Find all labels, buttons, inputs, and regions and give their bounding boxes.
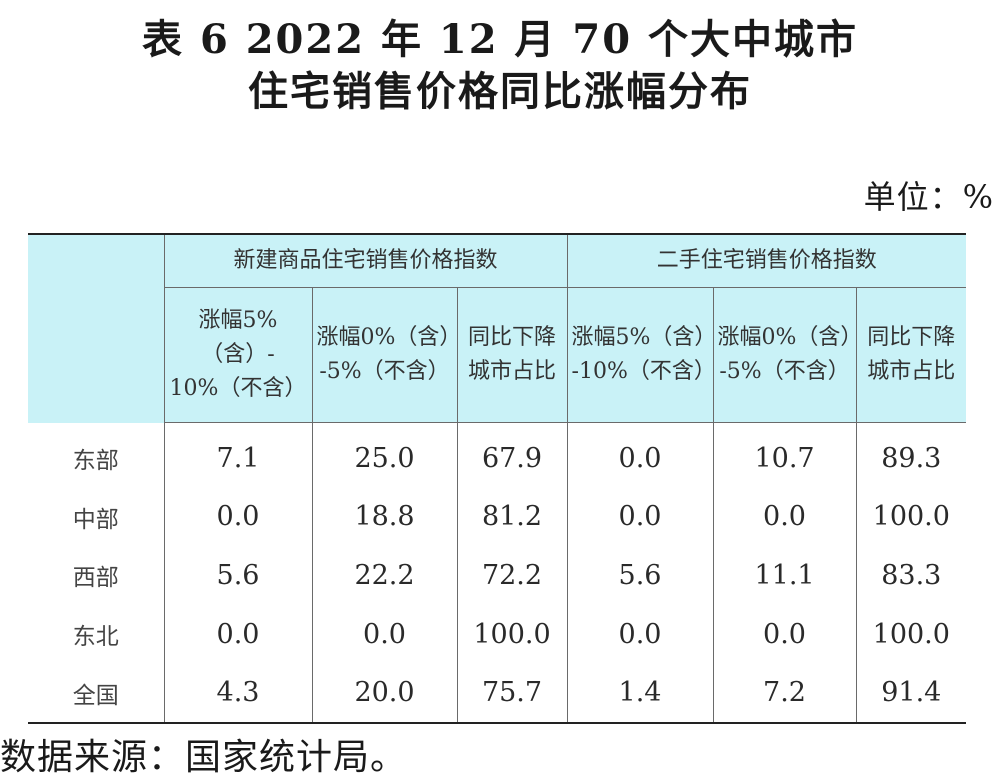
table-title-line1: 表 6 2022 年 12 月 70 个大中城市 [142, 16, 858, 63]
value-cell: 0.0 [163, 487, 312, 547]
value-cell: 0.0 [712, 487, 857, 547]
column-header: 涨幅0%（含） -5%（不含） [311, 287, 462, 423]
region-cell: 东部 [72, 448, 119, 475]
value-cell: 18.8 [311, 487, 457, 547]
value-cell: 0.0 [566, 487, 714, 547]
region-cell: 中部 [72, 506, 119, 533]
value-cell: 100.0 [855, 487, 967, 547]
price-distribution-table: 新建商品住宅销售价格指数 二手住宅销售价格指数 涨幅5%（含）- 10%（不含）涨… [28, 233, 967, 724]
table-row: 中部 0.0 18.8 81.2 0.0 0.0 100.0 [28, 487, 967, 547]
table-title-line2: 住宅销售价格同比涨幅分布 [248, 68, 752, 115]
value-cell: 5.6 [566, 546, 714, 605]
value-cell: 22.2 [311, 546, 457, 605]
column-header-line: -5%（不含） [719, 359, 850, 384]
value-cell: 72.2 [456, 546, 568, 605]
table-row: 全国 4.3 20.0 75.7 1.4 7.2 91.4 [28, 663, 967, 723]
column-header-line: -5%（不含） [319, 359, 450, 384]
table-row: 西部 5.6 22.2 72.2 5.6 11.1 83.3 [28, 546, 967, 605]
region-header-cell [28, 234, 164, 423]
region-cell: 西部 [72, 565, 119, 592]
value-cell: 81.2 [456, 487, 568, 547]
column-header-line: 涨幅0%（含） [717, 325, 863, 350]
value-cell: 1.4 [566, 663, 714, 723]
value-cell: 100.0 [855, 604, 967, 664]
value-cell: 67.9 [456, 422, 568, 488]
value-cell: 25.0 [311, 422, 457, 488]
value-cell: 83.3 [855, 546, 967, 605]
group-header-second-hand: 二手住宅销售价格指数 [566, 234, 967, 288]
group-header-new-homes: 新建商品住宅销售价格指数 [163, 234, 568, 288]
column-header-line: 城市占比 [468, 359, 557, 384]
column-header-line: 涨幅0%（含） [316, 325, 462, 350]
data-source-note: 数据来源：国家统计局。 [0, 737, 408, 778]
value-cell: 0.0 [566, 604, 714, 664]
value-cell: 0.0 [311, 604, 457, 664]
value-cell: 11.1 [712, 546, 857, 605]
column-header: 涨幅5%（含）- 10%（不含） [163, 287, 312, 423]
unit-label: 单位：% [863, 178, 994, 216]
value-cell: 20.0 [311, 663, 457, 723]
value-cell: 0.0 [712, 604, 857, 664]
value-cell: 91.4 [855, 663, 967, 723]
column-header-line: 涨幅5%（含）- [198, 308, 278, 367]
column-header: 涨幅0%（含） -5%（不含） [712, 287, 863, 423]
value-cell: 5.6 [163, 546, 312, 605]
column-header: 同比下降 城市占比 [456, 287, 568, 423]
column-header-line: -10%（不含） [571, 359, 716, 384]
column-header: 涨幅5%（含） -10%（不含） [566, 287, 717, 423]
column-header: 同比下降 城市占比 [855, 287, 967, 423]
value-cell: 89.3 [855, 422, 967, 488]
column-header-line: 城市占比 [867, 359, 956, 384]
region-cell: 全国 [72, 682, 119, 709]
value-cell: 10.7 [712, 422, 857, 488]
column-header-line: 10%（不含） [169, 376, 307, 401]
table-row: 东北 0.0 0.0 100.0 0.0 0.0 100.0 [28, 604, 967, 664]
value-cell: 100.0 [456, 604, 568, 664]
region-cell: 东北 [72, 624, 119, 651]
table-row: 东部 7.1 25.0 67.9 0.0 10.7 89.3 [28, 422, 967, 488]
value-cell: 4.3 [163, 663, 312, 723]
value-cell: 0.0 [163, 604, 312, 664]
value-cell: 75.7 [456, 663, 568, 723]
value-cell: 7.1 [163, 422, 312, 488]
value-cell: 0.0 [566, 422, 714, 488]
value-cell: 7.2 [712, 663, 857, 723]
column-header-line: 同比下降 [468, 325, 557, 350]
column-header-line: 涨幅5%（含） [571, 325, 717, 350]
column-header-line: 同比下降 [867, 325, 956, 350]
